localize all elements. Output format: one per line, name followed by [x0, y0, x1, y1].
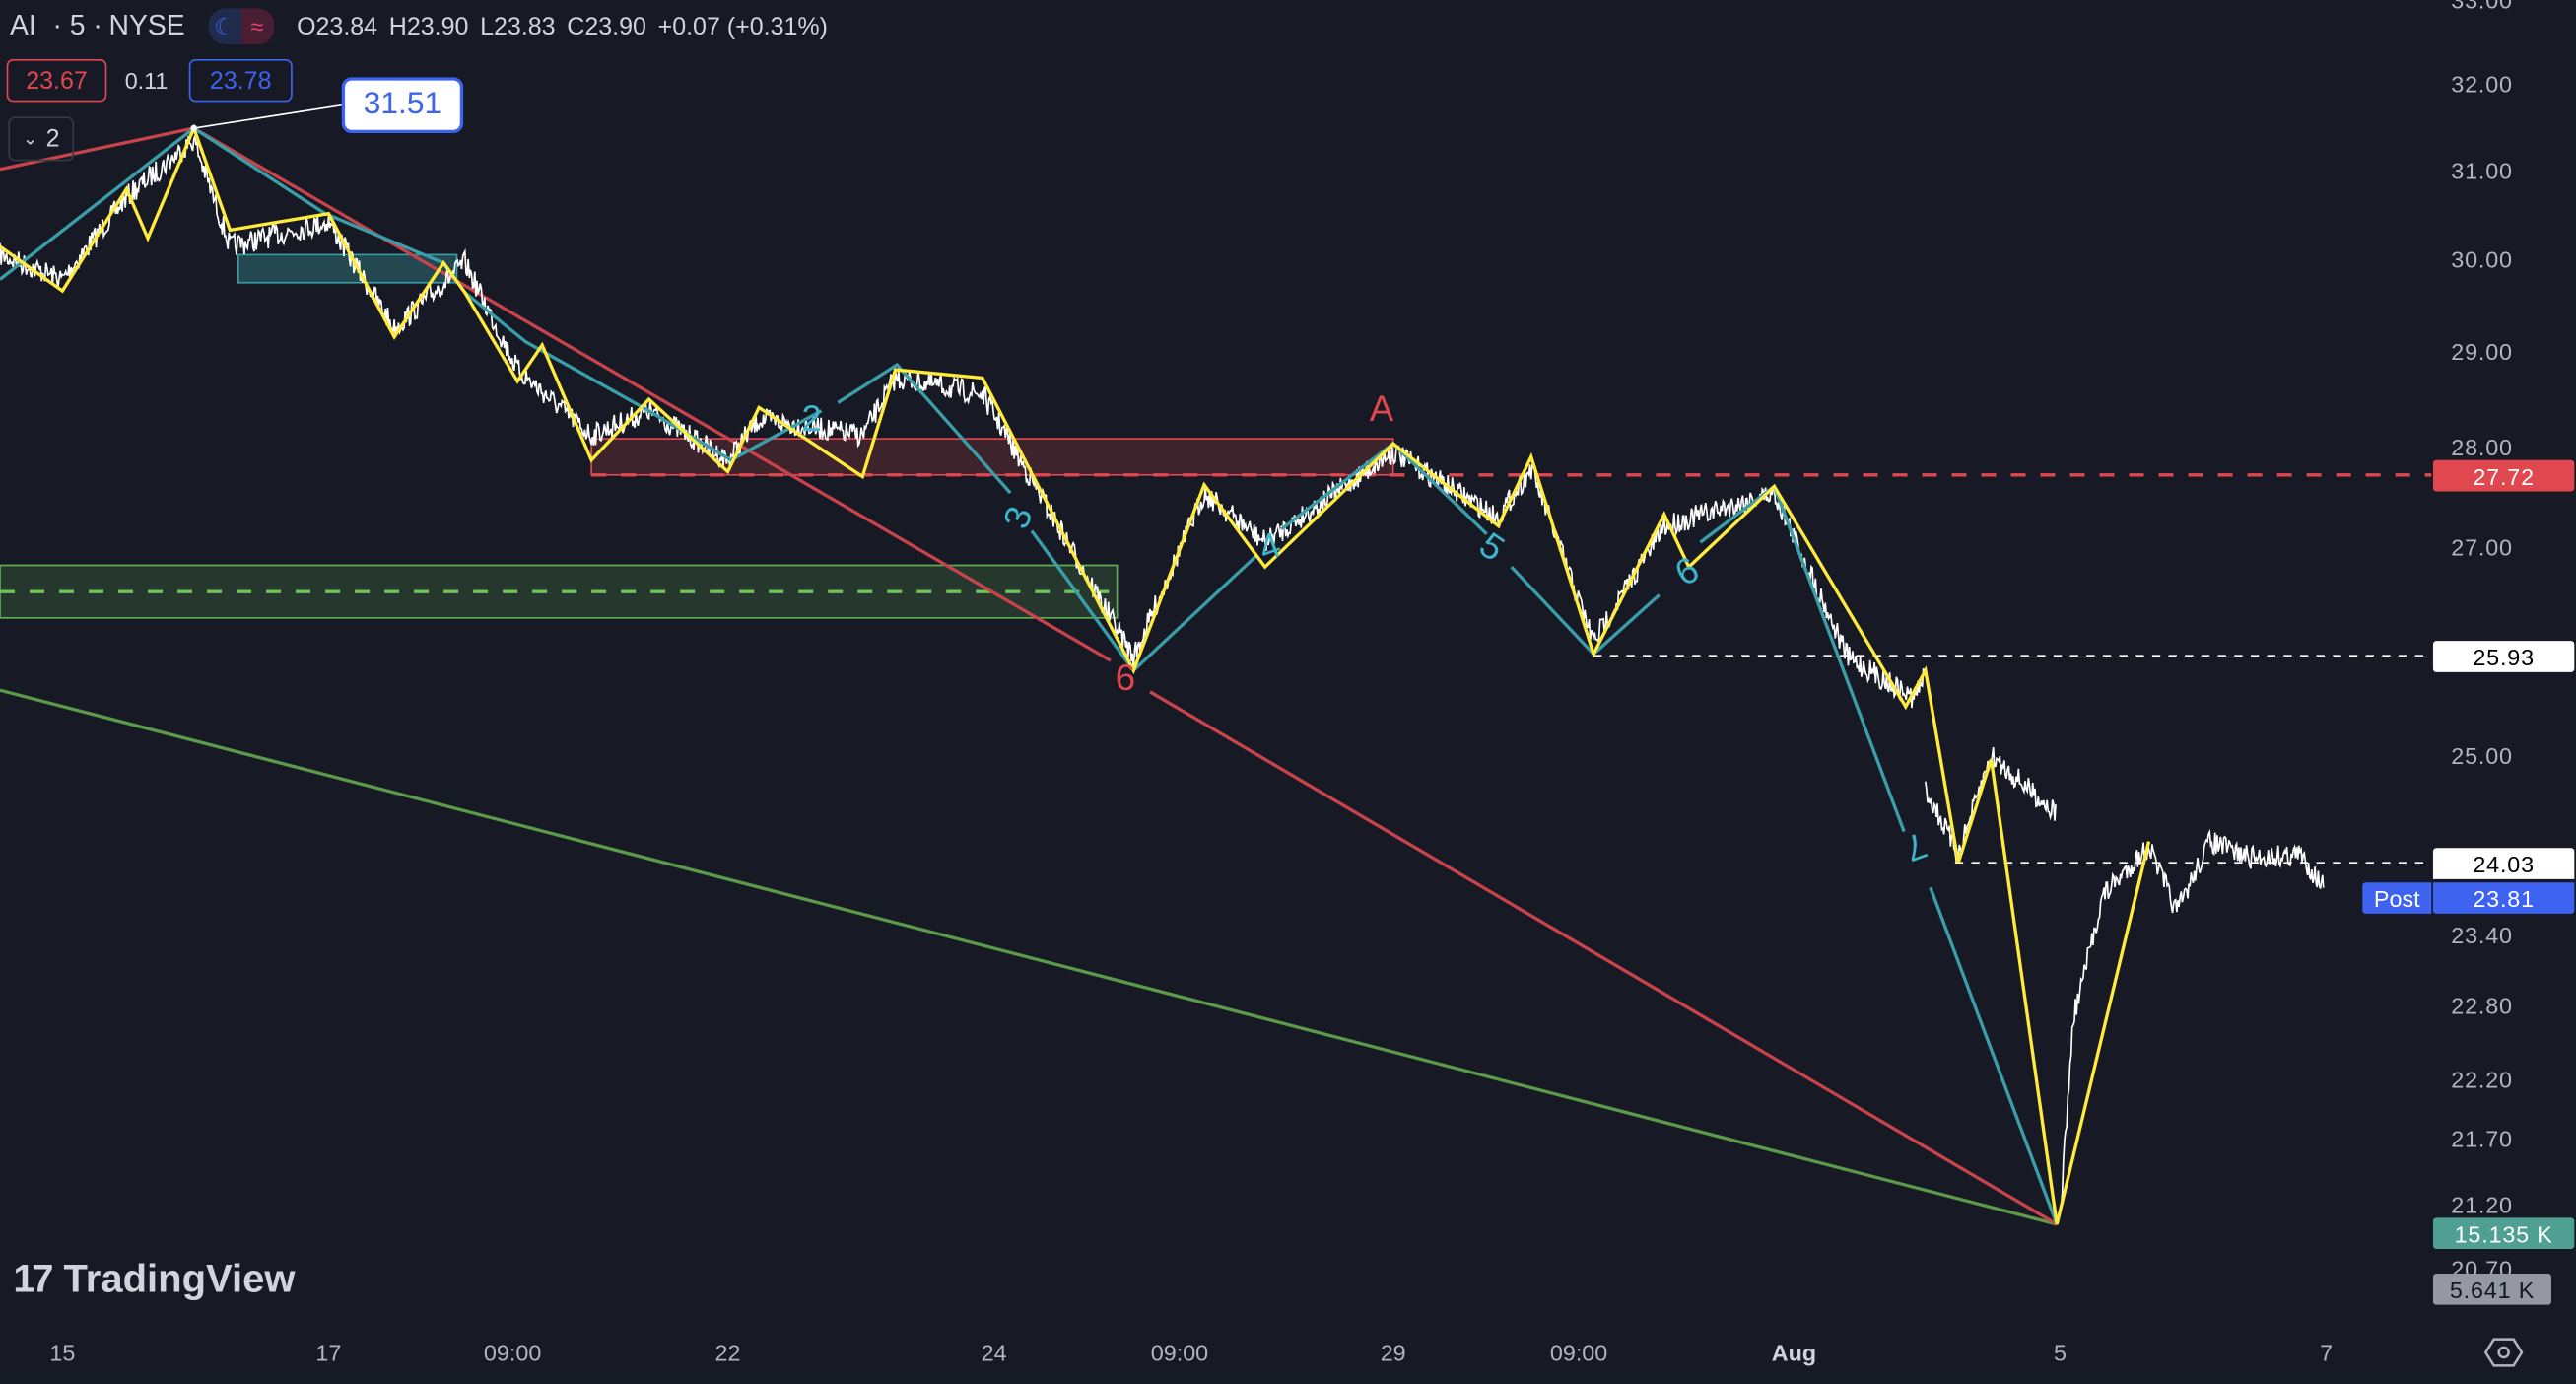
green-trend-line [0, 688, 2058, 1226]
chart-settings-button[interactable] [2483, 1335, 2524, 1371]
time-tick: 17 [315, 1339, 342, 1366]
session-toggle[interactable]: ☾ ≈ [208, 8, 274, 45]
level-price-tag-25-93: 25.93 [2432, 641, 2575, 672]
price-tick: 27.00 [2451, 533, 2513, 561]
price-tick: 33.00 [2451, 0, 2513, 14]
high-annotation-connector [193, 104, 342, 129]
ohlc-values: O23.84 H23.90 L23.83 C23.90 +0.07 (+0.31%) [297, 13, 840, 40]
price-tick: 30.00 [2451, 246, 2513, 273]
teal-wave-line-2 [837, 362, 1012, 495]
time-tick: 15 [49, 1339, 76, 1366]
settings-icon [2483, 1338, 2524, 1367]
indicators-collapse-button[interactable]: ⌄ 2 [8, 116, 75, 162]
price-tick: 22.80 [2451, 992, 2513, 1019]
price-tick: 32.00 [2451, 70, 2513, 98]
teal-wave-line-7 [1929, 886, 2059, 1225]
time-tick: 09:00 [1150, 1339, 1209, 1366]
teal-wave-line-6 [1699, 483, 1906, 833]
price-tick: 21.70 [2451, 1125, 2513, 1152]
price-series [0, 135, 2325, 1211]
interval[interactable]: · 5 · [52, 10, 102, 41]
price-tick: 23.40 [2451, 922, 2513, 948]
time-tick: 09:00 [483, 1339, 542, 1366]
exchange: NYSE [108, 10, 185, 41]
time-tick: 22 [714, 1339, 741, 1366]
time-tick: 7 [2320, 1339, 2334, 1366]
time-tick: 24 [981, 1339, 1007, 1366]
time-tick: 29 [1380, 1339, 1406, 1366]
post-market-price-tag: 23.81 [2432, 882, 2575, 914]
indicators-count: 2 [45, 124, 60, 154]
moon-icon: ☾ [208, 8, 241, 45]
high-value: H23.90 [388, 12, 469, 40]
wave-label-red-6: 6 [1115, 657, 1136, 699]
price-tick: 22.20 [2451, 1066, 2513, 1093]
price-tick: 21.20 [2451, 1191, 2513, 1218]
symbol-header: AI · 5 · NYSE ☾ ≈ O23.84 H23.90 L23.83 C23.… [10, 8, 840, 45]
red-trend-line-lower [1149, 690, 2059, 1226]
time-tick: 09:00 [1549, 1339, 1608, 1366]
price-tick: 31.00 [2451, 158, 2513, 184]
price-axis[interactable]: 33.00 32.00 31.00 30.00 29.00 28.00 27.0… [2431, 0, 2576, 1384]
level-price-tag-24-03: 24.03 [2432, 848, 2575, 879]
open-value: O23.84 [297, 12, 378, 40]
buy-button[interactable]: 23.78 [188, 59, 293, 103]
post-market-label: Post [2362, 882, 2432, 914]
spread-value: 0.11 [124, 67, 169, 95]
teal-wave-line [0, 125, 823, 462]
teal-zone [237, 253, 458, 284]
time-tick: Aug [1771, 1339, 1817, 1366]
low-value: L23.83 [480, 12, 556, 40]
tradingview-logo[interactable]: 17 TradingView [13, 1257, 295, 1303]
yellow-zigzag-line [0, 123, 2151, 1225]
wave-label-red-A: A [1369, 387, 1394, 430]
tradingview-logo-text: TradingView [63, 1257, 296, 1302]
sell-button[interactable]: 23.67 [6, 59, 107, 103]
volume-tag-1: 15.135 K [2432, 1217, 2575, 1249]
chevron-down-icon: ⌄ [22, 129, 38, 150]
close-value: C23.90 [567, 12, 646, 40]
wave-icon: ≈ [240, 8, 274, 45]
resistance-price-tag: 27.72 [2432, 459, 2575, 492]
high-price-annotation[interactable]: 31.51 [341, 77, 464, 134]
high-point-marker[interactable] [190, 124, 198, 132]
tradingview-logo-icon: 17 [13, 1257, 53, 1302]
price-tick: 25.00 [2451, 742, 2513, 770]
change-value: +0.07 (+0.31%) [657, 12, 828, 40]
price-tick: 28.00 [2451, 434, 2513, 460]
symbol-name[interactable]: AI [10, 10, 36, 41]
wave-label-teal-2: 2 [801, 397, 822, 440]
price-tick: 29.00 [2451, 338, 2513, 366]
time-tick: 5 [2054, 1339, 2068, 1366]
volume-tag-2: 5.641 K [2432, 1273, 2551, 1305]
price-line-segment [2059, 828, 2325, 1211]
